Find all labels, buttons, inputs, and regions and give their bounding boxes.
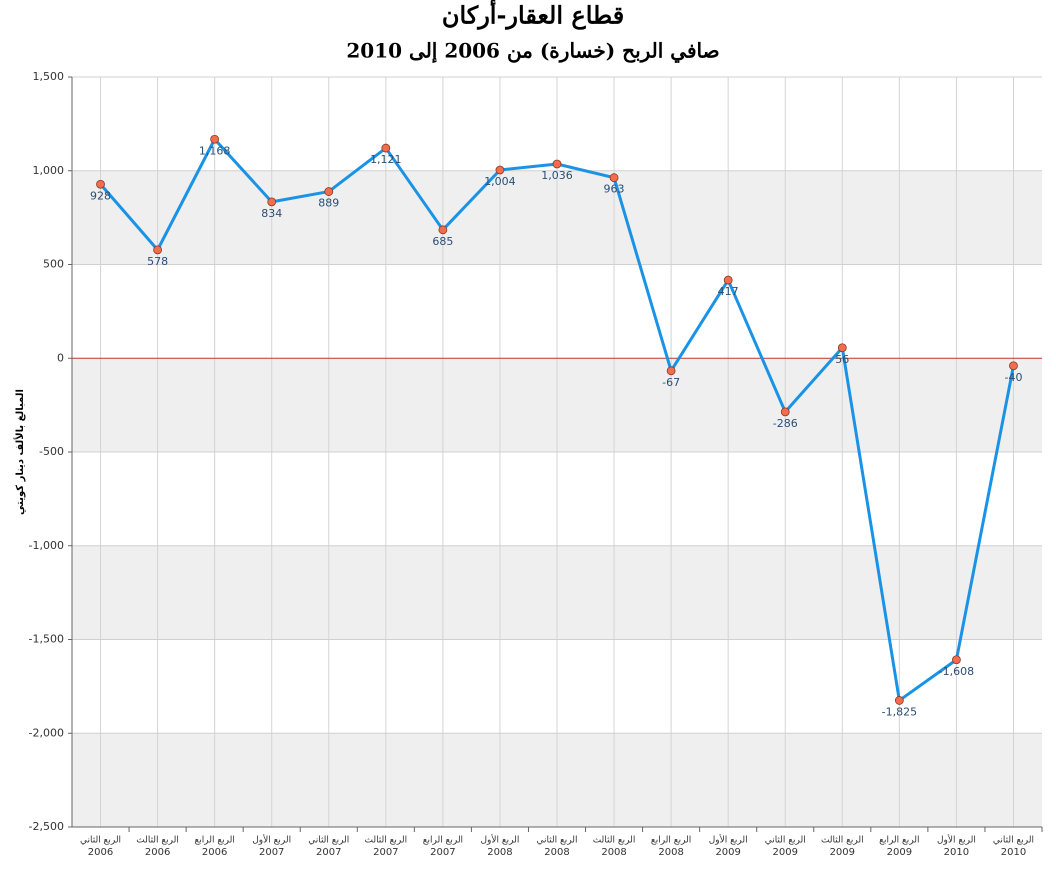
chart-subtitle: صافي الربح (خسارة) من 2006 إلى 2010 [346,39,719,64]
marker [324,187,334,196]
value-label: 685 [432,235,453,248]
x-tick-label: الربع الرابع [879,836,919,846]
value-label: 928 [90,189,111,202]
x-tick-label: الربع الرابع [194,836,234,846]
x-tick-label: الربع الأول [937,834,976,846]
x-tick-label: الربع الثاني [80,836,121,846]
marker [894,696,904,705]
y-axis-label: المبالغ بالألف دينار كويتي [13,389,26,515]
y-tick-label: 1,000 [33,164,65,177]
value-label: 834 [261,207,282,220]
marker [952,655,961,665]
x-tick-label: 2006 [88,847,113,858]
value-label: 1,004 [484,175,516,188]
marker [666,366,676,376]
chart-title: قطاع العقار-أركان [442,0,624,31]
marker [780,407,790,417]
marker [723,275,733,285]
y-tick-label: -1,500 [29,633,64,646]
value-label: 1,168 [199,144,231,157]
value-label: 1,121 [370,153,402,166]
marker [267,197,277,207]
marker [96,179,105,189]
x-tick-label: 2007 [316,847,341,858]
y-tick-label: -2,500 [29,820,64,833]
x-tick-label: الربع الثالث [364,836,407,846]
x-tick-label: الربع الرابع [423,836,463,846]
marker [381,143,391,153]
x-tick-label: 2007 [430,847,455,858]
marker [1009,361,1018,371]
x-tick-label: 2007 [373,847,398,858]
marker [438,225,448,235]
x-tick-label: 2010 [944,847,969,858]
x-tick-label: 2008 [487,847,512,858]
value-label: -1,608 [939,665,974,678]
value-label: 1,036 [541,169,573,182]
x-tick-label: الربع الثاني [993,836,1034,846]
x-tick-label: الربع الثاني [536,836,577,846]
value-label: 417 [718,285,739,298]
value-label: 963 [604,183,625,196]
marker [495,165,505,175]
x-tick-label: الربع الثالث [136,836,179,846]
x-tick-label: 2008 [601,847,626,858]
value-label: 889 [318,197,339,210]
x-tick-label: 2009 [830,847,855,858]
marker [552,159,562,169]
x-tick-label: الربع الثاني [308,836,349,846]
x-tick-label: الربع الثاني [765,836,806,846]
x-tick-label: 2010 [1001,847,1026,858]
value-label: -286 [773,417,798,430]
x-tick-label: 2007 [259,847,284,858]
marker [210,134,220,144]
y-tick-label: 0 [57,351,64,364]
x-tick-label: 2009 [887,847,912,858]
marker [153,245,162,255]
y-tick-label: -2,000 [29,726,64,739]
x-tick-label: 2009 [773,847,798,858]
x-tick-label: الربع الرابع [651,836,691,846]
y-tick-label: -1,000 [29,539,64,552]
x-tick-label: الربع الأول [252,834,291,846]
x-tick-label: 2006 [202,847,227,858]
y-tick-label: 1,500 [33,70,65,83]
x-tick-label: الربع الأول [709,834,748,846]
value-label: -67 [662,376,680,389]
value-label: -1,825 [882,705,917,718]
x-tick-label: 2008 [658,847,683,858]
x-tick-label: الربع الثالث [593,836,636,846]
x-tick-label: 2008 [544,847,569,858]
value-label: -40 [1004,371,1022,384]
x-tick-label: الربع الأول [480,834,519,846]
y-tick-label: 500 [43,258,64,271]
x-tick-label: 2009 [715,847,740,858]
marker [609,173,619,183]
x-tick-label: الربع الثالث [821,836,864,846]
value-label: 578 [147,255,168,268]
marker [837,343,847,353]
y-tick-label: -500 [39,445,64,458]
x-tick-label: 2006 [145,847,170,858]
value-label: 56 [835,353,849,366]
